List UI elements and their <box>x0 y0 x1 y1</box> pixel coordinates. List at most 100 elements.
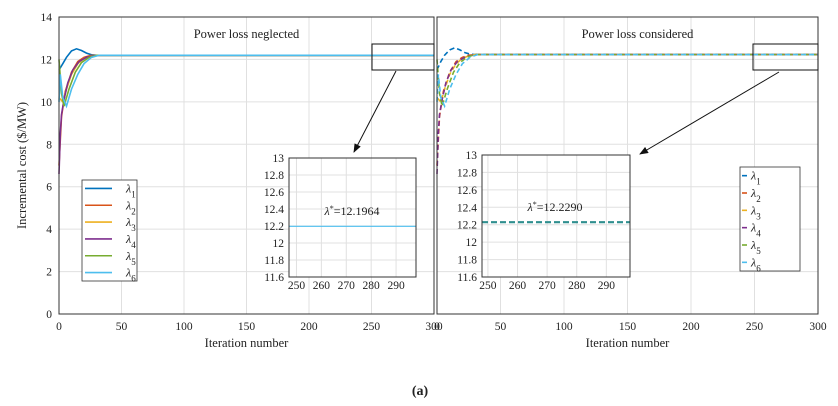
inset-y-tick-label: 12.8 <box>264 170 284 182</box>
annotation-superscript: * <box>533 200 537 209</box>
inset-y-tick-label: 13 <box>466 150 478 162</box>
inset-y-tick-label: 12.2 <box>457 220 477 232</box>
legend-symbol: λ <box>125 249 131 263</box>
inset-x-tick-label: 290 <box>387 280 405 292</box>
legend-label-6: λ6 <box>125 266 136 284</box>
legend-symbol: λ <box>750 221 756 235</box>
axes-frame <box>436 16 819 315</box>
inset-y-tick-label: 11.8 <box>457 255 477 267</box>
inset-y-tick-label: 12.6 <box>457 185 477 197</box>
figure-caption: (a) <box>412 384 429 399</box>
inset-background <box>289 158 416 277</box>
legend-label-3: λ3 <box>750 203 761 221</box>
y-tick-label: 10 <box>41 97 53 109</box>
legend-subscript: 5 <box>131 257 136 267</box>
y-tick-label: 8 <box>46 139 52 151</box>
legend-symbol: λ <box>125 215 131 229</box>
legend-label-1: λ1 <box>125 181 136 199</box>
legend-subscript: 3 <box>131 223 136 233</box>
legend-symbol: λ <box>750 255 756 269</box>
x-tick-label: 50 <box>495 321 507 333</box>
y-tick-label: 12 <box>41 54 53 66</box>
zoom-region-box <box>752 43 819 71</box>
legend-subscript: 6 <box>756 263 761 273</box>
axes-frame <box>58 16 435 315</box>
x-tick-label: 0 <box>56 321 62 333</box>
inset-y-tick-label: 12 <box>466 237 478 249</box>
legend-subscript: 1 <box>756 177 761 187</box>
series-line-6 <box>58 54 434 109</box>
x-tick-label: 300 <box>425 321 443 333</box>
legend-label-2: λ2 <box>125 198 136 216</box>
legend-symbol: λ <box>750 169 756 183</box>
converged-value-annotation: λ*=12.2290 <box>527 200 583 215</box>
inset-frame <box>288 157 417 278</box>
x-tick-label: 150 <box>619 321 637 333</box>
series-line-4 <box>436 53 818 175</box>
inset-y-tick-label: 11.6 <box>264 272 284 284</box>
y-tick-label: 4 <box>46 224 52 236</box>
legend-subscript: 2 <box>756 194 761 204</box>
inset-x-tick-label: 250 <box>479 280 497 292</box>
inset-y-tick-label: 13 <box>273 153 285 165</box>
x-tick-label: 100 <box>175 321 193 333</box>
legend-label-5: λ5 <box>750 238 761 256</box>
x-tick-label: 250 <box>746 321 764 333</box>
x-tick-label: 150 <box>238 321 256 333</box>
inset-x-tick-label: 290 <box>598 280 616 292</box>
legend-symbol: λ <box>125 232 131 246</box>
legend-subscript: 4 <box>131 240 136 250</box>
inset-y-tick-label: 12.4 <box>457 202 477 214</box>
legend-subscript: 1 <box>131 189 136 199</box>
inset-y-tick-label: 12.2 <box>264 221 284 233</box>
y-tick-label: 6 <box>46 182 52 194</box>
x-axis-label: Iteration number <box>586 336 670 350</box>
inset-frame <box>481 154 631 278</box>
legend-symbol: λ <box>125 181 131 195</box>
legend-label-4: λ4 <box>750 221 761 239</box>
inset-y-tick-label: 12.6 <box>264 187 284 199</box>
legend-label-2: λ2 <box>750 186 761 204</box>
chart-title: Power loss considered <box>582 27 695 41</box>
inset-x-tick-label: 250 <box>288 280 306 292</box>
y-tick-label: 0 <box>46 309 52 321</box>
inset-y-tick-label: 12 <box>273 238 285 250</box>
zoom-arrow <box>639 71 780 155</box>
annotation-superscript: * <box>330 204 334 213</box>
zoom-arrow <box>353 70 397 153</box>
inset-background <box>482 155 630 277</box>
legend-subscript: 5 <box>756 246 761 256</box>
series-line-5 <box>436 53 818 107</box>
legend-subscript: 4 <box>756 229 761 239</box>
x-tick-label: 200 <box>682 321 700 333</box>
legend-box <box>739 166 801 272</box>
legend-symbol: λ <box>750 238 756 252</box>
converged-value-annotation: λ*=12.1964 <box>324 204 380 219</box>
inset-x-tick-label: 260 <box>313 280 331 292</box>
annotation-value: =12.2290 <box>537 200 583 214</box>
legend-label-5: λ5 <box>125 249 136 267</box>
legend-symbol: λ <box>125 266 131 280</box>
x-tick-label: 100 <box>555 321 573 333</box>
legend-label-6: λ6 <box>750 255 761 273</box>
x-tick-label: 300 <box>809 321 827 333</box>
inset-x-tick-label: 270 <box>538 280 556 292</box>
series-line-6 <box>436 53 818 109</box>
inset-x-tick-label: 270 <box>338 280 356 292</box>
legend-label-1: λ1 <box>750 169 761 187</box>
legend-label-3: λ3 <box>125 215 136 233</box>
inset-x-tick-label: 280 <box>363 280 381 292</box>
y-tick-label: 14 <box>41 12 53 24</box>
y-tick-label: 2 <box>46 267 52 279</box>
x-tick-label: 250 <box>363 321 381 333</box>
legend-subscript: 3 <box>756 211 761 221</box>
legend-subscript: 6 <box>131 274 136 284</box>
inset-y-tick-label: 12.8 <box>457 167 477 179</box>
legend-box <box>81 179 138 282</box>
annotation-symbol: λ <box>527 200 533 214</box>
zoom-region-box <box>371 43 435 71</box>
legend-label-4: λ4 <box>125 232 136 250</box>
legend-symbol: λ <box>125 198 131 212</box>
